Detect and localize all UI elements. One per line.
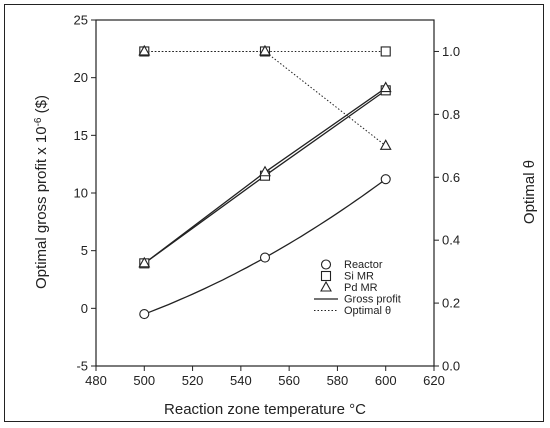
data-point-circle — [139, 309, 150, 320]
y-left-label-main: Optimal gross profit x 10 — [33, 126, 50, 289]
legend-label: Optimal θ — [344, 305, 391, 317]
y-left-tick-label: 5 — [81, 243, 88, 258]
x-tick-label: 560 — [278, 373, 300, 388]
legend-symbol-square — [320, 270, 332, 282]
y-axis-left-label: Optimal gross profit x 10-6 ($) — [33, 95, 51, 289]
x-tick-label: 520 — [182, 373, 204, 388]
y-left-tick-label: 0 — [81, 301, 88, 316]
data-point-triangle — [138, 256, 151, 268]
y-left-label-unit: ($) — [33, 95, 50, 118]
y-left-tick-label: 10 — [74, 186, 88, 201]
legend-label: Pd MR — [344, 282, 378, 294]
data-point-triangle — [379, 81, 392, 93]
x-tick-label: 540 — [230, 373, 252, 388]
y-right-tick-label: 1.0 — [442, 44, 460, 59]
y-left-tick-label: 20 — [74, 70, 88, 85]
data-point-square — [380, 46, 391, 57]
y-right-tick-label: 0.2 — [442, 296, 460, 311]
y-right-tick-label: 0.0 — [442, 359, 460, 374]
y-right-tick-label: 0.4 — [442, 233, 460, 248]
legend-label: Reactor — [344, 259, 383, 271]
legend-entry: Si MR — [320, 270, 374, 283]
legend-label: Si MR — [344, 271, 374, 283]
legend-symbol-circle — [320, 259, 332, 270]
y-right-tick-label: 0.8 — [442, 107, 460, 122]
x-tick-label: 600 — [375, 373, 397, 388]
legend-entry: Gross profit — [314, 294, 401, 306]
x-tick-label: 580 — [327, 373, 349, 388]
data-point-triangle — [259, 165, 271, 177]
legend-symbol-triangle — [320, 280, 332, 292]
data-point-circle — [380, 174, 391, 185]
x-tick-label: 480 — [85, 373, 107, 388]
x-tick-label: 500 — [133, 373, 155, 388]
x-axis-label: Reaction zone temperature °C — [164, 401, 366, 418]
y-left-tick-label: 25 — [74, 13, 88, 28]
series-line-pd-mr-right — [144, 51, 387, 147]
legend-entry: Pd MR — [320, 280, 378, 294]
figure-frame — [4, 4, 544, 422]
y-left-tick-label: -5 — [76, 359, 88, 374]
data-point-triangle — [138, 44, 151, 56]
legend-entry: Optimal θ — [314, 305, 391, 317]
y-left-tick-label: 15 — [74, 128, 88, 143]
y-right-tick-label: 0.6 — [442, 170, 460, 185]
data-point-circle — [259, 252, 271, 263]
data-point-triangle — [379, 139, 392, 150]
y-left-label-exponent: -6 — [33, 117, 44, 126]
axes: 480 500 520 540 560 580 600 620 -5 0 5 10 15 20 25 0.0 0… — [74, 13, 461, 389]
y-axis-right-label: Optimal θ — [521, 160, 538, 224]
legend-label: Gross profit — [344, 294, 401, 306]
data-point-triangle — [259, 44, 271, 56]
legend-entry: Reactor — [320, 259, 383, 271]
x-tick-label: 620 — [423, 373, 445, 388]
data-markers — [138, 44, 392, 320]
